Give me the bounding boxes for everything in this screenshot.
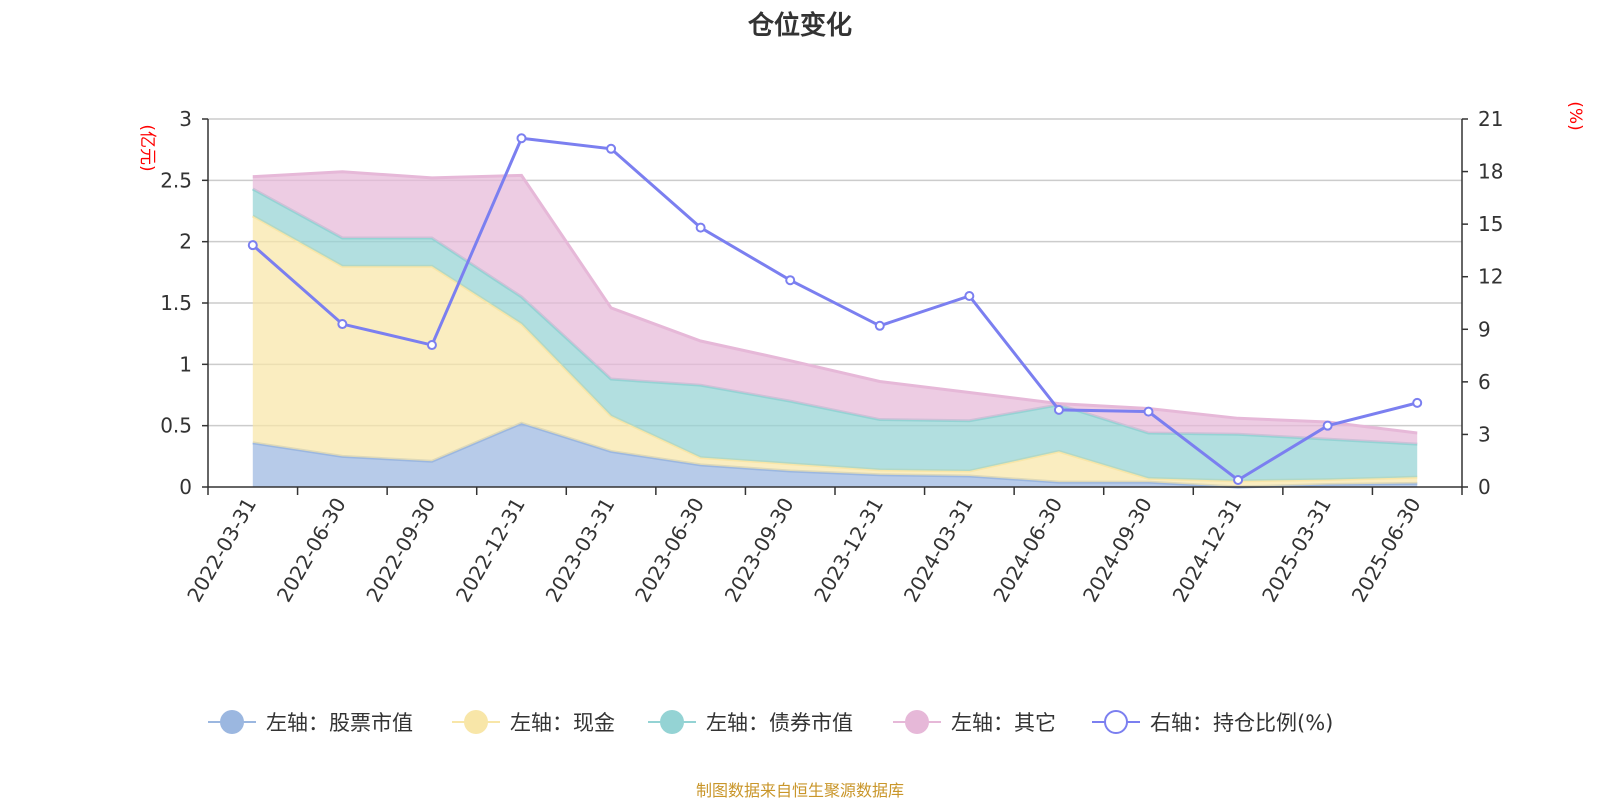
right-axis-unit: (%) [1565,101,1585,130]
area-fill [252,171,1418,445]
x-tick-label: 2022-03-31 [182,494,261,607]
ratio-point [606,143,617,154]
ratio-point [247,240,258,251]
legend-item[interactable]: 左轴：股票市值 [208,710,413,735]
legend-label: 左轴：现金 [510,711,615,735]
x-tick-label: 2024-12-31 [1167,494,1246,607]
right-tick-label: 21 [1478,107,1503,131]
x-tick-label: 2022-06-30 [272,494,351,607]
x-tick-label: 2024-03-31 [899,494,978,607]
ratio-point [516,133,527,144]
right-tick-label: 15 [1478,212,1503,236]
legend-marker [464,710,488,734]
left-tick-label: 0.5 [160,414,192,438]
area-fill [252,423,1418,487]
x-tick-label: 2022-12-31 [451,494,530,607]
legend-item[interactable]: 左轴：债券市值 [648,710,853,735]
legend-label: 右轴：持仓比例(%) [1150,711,1333,735]
legend-label: 左轴：其它 [951,711,1056,735]
left-tick-label: 1.5 [160,291,192,315]
ratio-point [1053,404,1064,415]
legend-marker [1104,710,1128,734]
area-fill [252,215,1418,487]
x-tick-label: 2025-03-31 [1257,494,1336,607]
right-tick-label: 9 [1478,317,1491,341]
ratio-line [251,136,1418,482]
legend-marker [220,710,244,734]
legend-item[interactable]: 左轴：其它 [893,710,1056,735]
x-tick-label: 2024-06-30 [988,494,1067,607]
left-tick-label: 2.5 [160,168,192,192]
legend-marker [660,710,684,734]
left-tick-label: 3 [179,107,192,131]
x-tick-label: 2024-09-30 [1078,494,1157,607]
ratio-point [1143,406,1154,417]
ratio-point [785,275,796,286]
x-tick-label: 2025-06-30 [1347,494,1426,607]
line-series [247,133,1423,485]
ratio-point [337,319,348,330]
right-tick-label: 18 [1478,160,1503,184]
legend-marker [905,710,929,734]
right-tick-label: 12 [1478,265,1503,289]
left-tick-label: 1 [179,352,192,376]
left-axis-unit: (亿元) [137,124,157,171]
ratio-point [964,290,975,301]
legend-label: 左轴：股票市值 [266,711,413,735]
x-tick-label: 2023-06-30 [630,494,709,607]
legend-item[interactable]: 左轴：现金 [452,710,615,735]
ratio-point [1412,397,1423,408]
right-tick-label: 3 [1478,422,1491,446]
ratio-point [1233,474,1244,485]
x-tick-label: 2023-03-31 [540,494,619,607]
right-tick-label: 6 [1478,370,1491,394]
left-tick-label: 0 [179,475,192,499]
legend-label: 左轴：债券市值 [706,711,853,735]
area-fill [252,188,1418,481]
x-tick-label: 2023-09-30 [720,494,799,607]
legend[interactable]: 左轴：股票市值 左轴：现金 左轴：债券市值 左轴：其它 右轴：持仓比例(%) [208,710,1333,735]
ratio-point [695,222,706,233]
chart-title: 仓位变化 [747,10,852,41]
x-tick-label: 2022-09-30 [361,494,440,607]
area-edge [252,170,1418,435]
right-tick-label: 0 [1478,475,1491,499]
area-series [252,170,1418,489]
left-tick-label: 2 [179,230,192,254]
ratio-point [874,320,885,331]
x-tick-label: 2023-12-31 [809,494,888,607]
ratio-point [1322,420,1333,431]
source-note: 制图数据来自恒生聚源数据库 [696,781,904,800]
legend-item[interactable]: 右轴：持仓比例(%) [1092,710,1333,735]
ratio-point [426,340,437,351]
